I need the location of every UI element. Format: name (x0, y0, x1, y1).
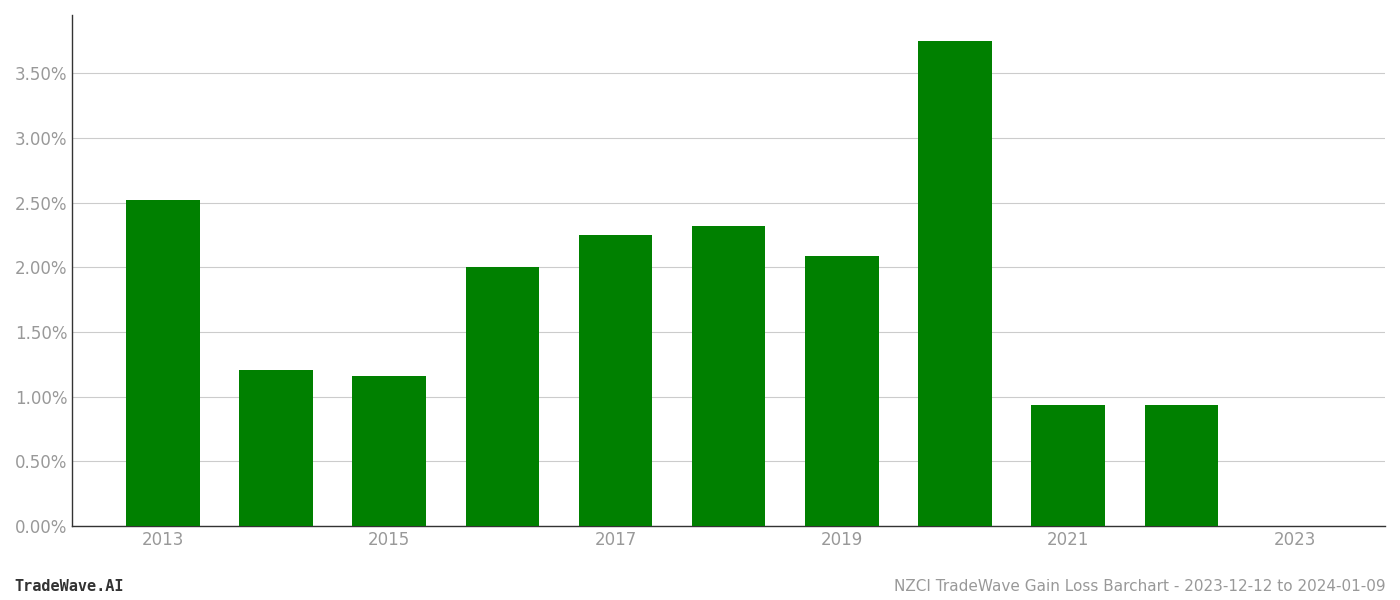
Bar (578, 235, 652, 526)
Bar (1032, 404, 1105, 526)
Bar (353, 376, 426, 526)
Bar (126, 200, 200, 526)
Bar (918, 41, 991, 526)
Bar (692, 226, 766, 526)
Bar (1145, 404, 1218, 526)
Bar (239, 370, 312, 526)
Text: TradeWave.AI: TradeWave.AI (14, 579, 123, 594)
Bar (466, 268, 539, 526)
Text: NZCI TradeWave Gain Loss Barchart - 2023-12-12 to 2024-01-09: NZCI TradeWave Gain Loss Barchart - 2023… (895, 579, 1386, 594)
Bar (805, 256, 879, 526)
